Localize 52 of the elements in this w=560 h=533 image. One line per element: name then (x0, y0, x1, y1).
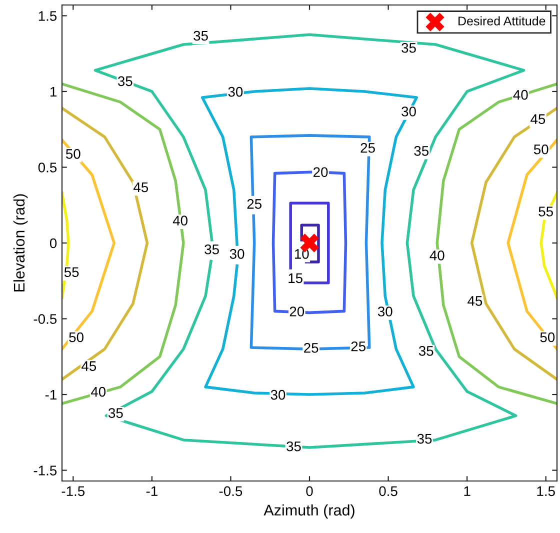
annotation: 35 (194, 30, 208, 41)
annotation: 35 (417, 434, 432, 444)
annotation: 35 (414, 146, 429, 156)
annotation: 25 (304, 342, 318, 353)
x-tick-label: 0 (306, 486, 313, 496)
annotation: 45 (134, 182, 148, 192)
annotation: 40 (172, 216, 188, 226)
annotation: 50 (66, 149, 80, 159)
annotation: 50 (534, 144, 548, 154)
annotation: 35 (204, 244, 219, 254)
annotation: 35 (118, 76, 132, 86)
annotation: 40 (513, 90, 528, 100)
annotation: 35 (286, 441, 301, 452)
annotation: 25 (360, 142, 375, 153)
y-tick-label: -1.5 (34, 466, 57, 476)
annotation: 50 (69, 332, 84, 342)
annotation: 15 (288, 273, 302, 284)
x-tick-label: -1 (146, 486, 158, 496)
annotation: 30 (402, 106, 416, 116)
legend-label: Desired Attitude (458, 16, 546, 26)
annotation: 35 (418, 346, 434, 356)
annotation: 30 (270, 390, 286, 400)
x-axis-title: Azimuth (rad) (264, 504, 354, 519)
y-tick-label: 0 (50, 238, 57, 248)
annotation: 30 (228, 86, 243, 97)
x-tick-label: 1 (464, 486, 470, 496)
annotation: 30 (378, 306, 392, 316)
annotation: 45 (82, 361, 96, 371)
x-tick-label: -0.5 (219, 486, 242, 496)
annotation: 30 (230, 249, 244, 259)
annotation: 40 (430, 250, 444, 260)
annotation: 20 (290, 306, 304, 316)
y-axis-title: Elevation (rad) (13, 194, 28, 292)
annotation: 25 (247, 199, 262, 209)
annotation: 35 (402, 42, 416, 53)
annotation: 55 (538, 206, 553, 216)
x-tick-label: 0.5 (379, 486, 398, 496)
y-tick-label: 1.5 (38, 11, 57, 21)
x-tick-label: 1.5 (537, 486, 555, 496)
annotation: 45 (468, 296, 482, 306)
annotation: 20 (314, 167, 328, 178)
annotation: 50 (540, 332, 555, 342)
y-tick-label: -0.5 (34, 314, 57, 324)
y-tick-label: 1 (50, 86, 56, 97)
x-tick-label: -1.5 (62, 486, 85, 496)
annotation: 45 (530, 114, 546, 124)
annotation: 55 (64, 267, 79, 278)
annotation: 25 (351, 341, 366, 352)
y-tick-label: -1 (45, 390, 56, 400)
annotation: 35 (108, 408, 123, 418)
y-tick-label: 0.5 (38, 162, 57, 172)
annotation: 40 (90, 386, 106, 397)
